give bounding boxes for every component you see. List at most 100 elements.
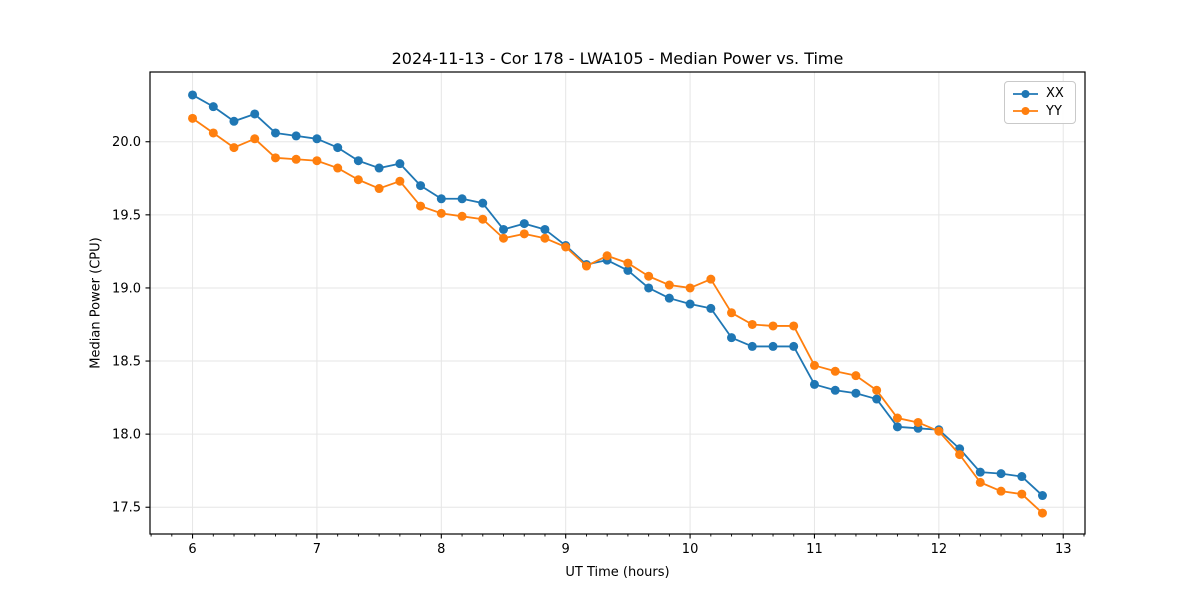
- series-XX-point: [395, 159, 405, 169]
- series-YY-point: [1037, 508, 1047, 518]
- series-YY-point: [664, 280, 674, 290]
- x-tick-label: 7: [313, 542, 321, 557]
- series-XX-point: [353, 156, 363, 166]
- series-YY-point: [540, 233, 550, 243]
- series-YY-point: [996, 486, 1006, 496]
- series-XX-point: [664, 293, 674, 303]
- series-YY-point: [312, 156, 322, 166]
- series-YY-point: [353, 175, 363, 185]
- legend: XX YY: [1004, 81, 1076, 124]
- series-XX-point: [1037, 491, 1047, 501]
- series-YY-point: [519, 229, 529, 239]
- series-YY-point: [851, 371, 861, 381]
- series-XX-point: [1017, 472, 1027, 482]
- series-YY-point: [727, 308, 736, 318]
- legend-item-yy: YY: [1012, 104, 1068, 119]
- series-XX-point: [540, 224, 550, 234]
- series-YY-point: [892, 413, 902, 423]
- series-YY-point: [499, 233, 508, 243]
- series-XX-point: [478, 198, 488, 208]
- series-YY-point: [208, 128, 218, 138]
- series-XX-point: [499, 224, 508, 234]
- series-YY-point: [395, 176, 405, 186]
- series-XX-point: [872, 394, 882, 404]
- x-tick-label: 6: [188, 542, 196, 557]
- series-XX-point: [830, 385, 840, 395]
- x-tick-label: 13: [1055, 542, 1072, 557]
- series-YY-point: [1017, 489, 1027, 499]
- series-YY-point: [291, 154, 301, 164]
- series-YY-point: [416, 201, 426, 211]
- series-XX-point: [747, 341, 757, 351]
- x-tick-label: 8: [437, 542, 445, 557]
- series-YY-point: [830, 366, 840, 376]
- series-XX-point: [312, 134, 322, 144]
- x-tick-label: 11: [806, 542, 823, 557]
- legend-label-xx: XX: [1046, 86, 1064, 102]
- series-XX-point: [851, 388, 861, 398]
- series-YY-point: [809, 360, 819, 370]
- series-YY-point: [561, 242, 571, 252]
- series-YY-point: [250, 134, 260, 144]
- series-XX-point: [768, 341, 778, 351]
- x-tick-label: 10: [682, 542, 699, 557]
- series-YY-point: [955, 450, 965, 460]
- series-XX-point: [706, 303, 716, 313]
- legend-line-xx-icon: [1013, 89, 1038, 98]
- series-YY-point: [789, 321, 799, 331]
- series-XX-point: [188, 90, 198, 100]
- legend-label-yy: YY: [1046, 103, 1062, 119]
- series-XX-point: [374, 163, 384, 173]
- series-YY-point: [478, 214, 488, 224]
- x-tick-label: 9: [562, 542, 570, 557]
- series-YY-point: [436, 208, 446, 218]
- series-YY-point: [872, 385, 882, 395]
- series-YY-point: [747, 319, 757, 329]
- series-YY-point: [913, 417, 923, 427]
- series-YY-point: [581, 261, 591, 271]
- x-axis-label: UT Time (hours): [565, 565, 670, 580]
- y-tick-label: 19.0: [112, 281, 141, 296]
- series-XX-line: [192, 94, 1044, 497]
- series-YY-point: [644, 271, 654, 281]
- series-YY-point: [374, 184, 384, 194]
- series-XX-point: [333, 143, 343, 153]
- series-YY-point: [623, 258, 633, 268]
- series-YY-point: [934, 426, 944, 436]
- series-YY-point: [706, 274, 716, 284]
- series-XX-point: [685, 299, 695, 309]
- series-YY-point: [333, 163, 343, 173]
- series-YY-point: [768, 321, 778, 331]
- chart-title: 2024-11-13 - Cor 178 - LWA105 - Median P…: [391, 49, 844, 68]
- series-XX-point: [644, 283, 654, 293]
- legend-item-xx: XX: [1012, 86, 1068, 101]
- series-XX-point: [291, 131, 301, 141]
- series-XX-point: [809, 379, 819, 389]
- series-XX-point: [416, 181, 426, 191]
- y-tick-label: 19.5: [112, 208, 141, 223]
- series-XX-point: [789, 341, 799, 351]
- y-tick-label: 17.5: [112, 501, 141, 516]
- series-XX-point: [229, 116, 239, 126]
- series-YY-point: [975, 477, 985, 487]
- series-XX-point: [519, 219, 529, 229]
- y-tick-label: 20.0: [112, 135, 141, 150]
- series-XX-point: [457, 194, 467, 204]
- series-XX-point: [271, 128, 280, 138]
- series-XX-point: [727, 333, 736, 343]
- series-XX-point: [208, 102, 218, 112]
- series-YY-line: [192, 117, 1044, 514]
- series-YY-point: [685, 283, 695, 293]
- series-YY-point: [271, 153, 280, 163]
- legend-line-yy-icon: [1013, 107, 1038, 116]
- series-XX-point: [975, 467, 985, 477]
- series-XX-point: [250, 109, 260, 119]
- series-YY-point: [229, 143, 239, 153]
- series-YY-point: [188, 113, 198, 123]
- axes-frame: [149, 71, 1086, 535]
- series-XX-point: [892, 422, 902, 432]
- y-tick-label: 18.0: [112, 428, 141, 443]
- series-XX-point: [996, 469, 1006, 479]
